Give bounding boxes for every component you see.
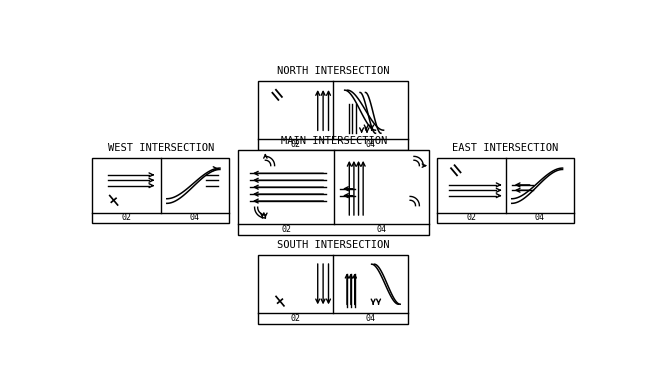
Text: MAIN INTERSECTION: MAIN INTERSECTION bbox=[281, 136, 387, 145]
Bar bbox=[92, 158, 229, 223]
Text: 02: 02 bbox=[291, 140, 301, 149]
Text: 04: 04 bbox=[365, 140, 376, 149]
Text: 04: 04 bbox=[365, 314, 376, 323]
Text: 04: 04 bbox=[376, 225, 387, 234]
Text: 04: 04 bbox=[190, 214, 200, 223]
Text: 02: 02 bbox=[281, 225, 291, 234]
Text: WEST INTERSECTION: WEST INTERSECTION bbox=[107, 143, 214, 153]
Text: 02: 02 bbox=[466, 214, 476, 223]
Text: EAST INTERSECTION: EAST INTERSECTION bbox=[452, 143, 559, 153]
Bar bbox=[259, 255, 408, 324]
Bar bbox=[259, 81, 408, 150]
Bar bbox=[239, 150, 430, 235]
Text: 02: 02 bbox=[291, 314, 301, 323]
Text: 04: 04 bbox=[535, 214, 545, 223]
Text: 02: 02 bbox=[122, 214, 131, 223]
Text: NORTH INTERSECTION: NORTH INTERSECTION bbox=[277, 66, 389, 76]
Text: SOUTH INTERSECTION: SOUTH INTERSECTION bbox=[277, 240, 389, 250]
Bar bbox=[437, 158, 574, 223]
